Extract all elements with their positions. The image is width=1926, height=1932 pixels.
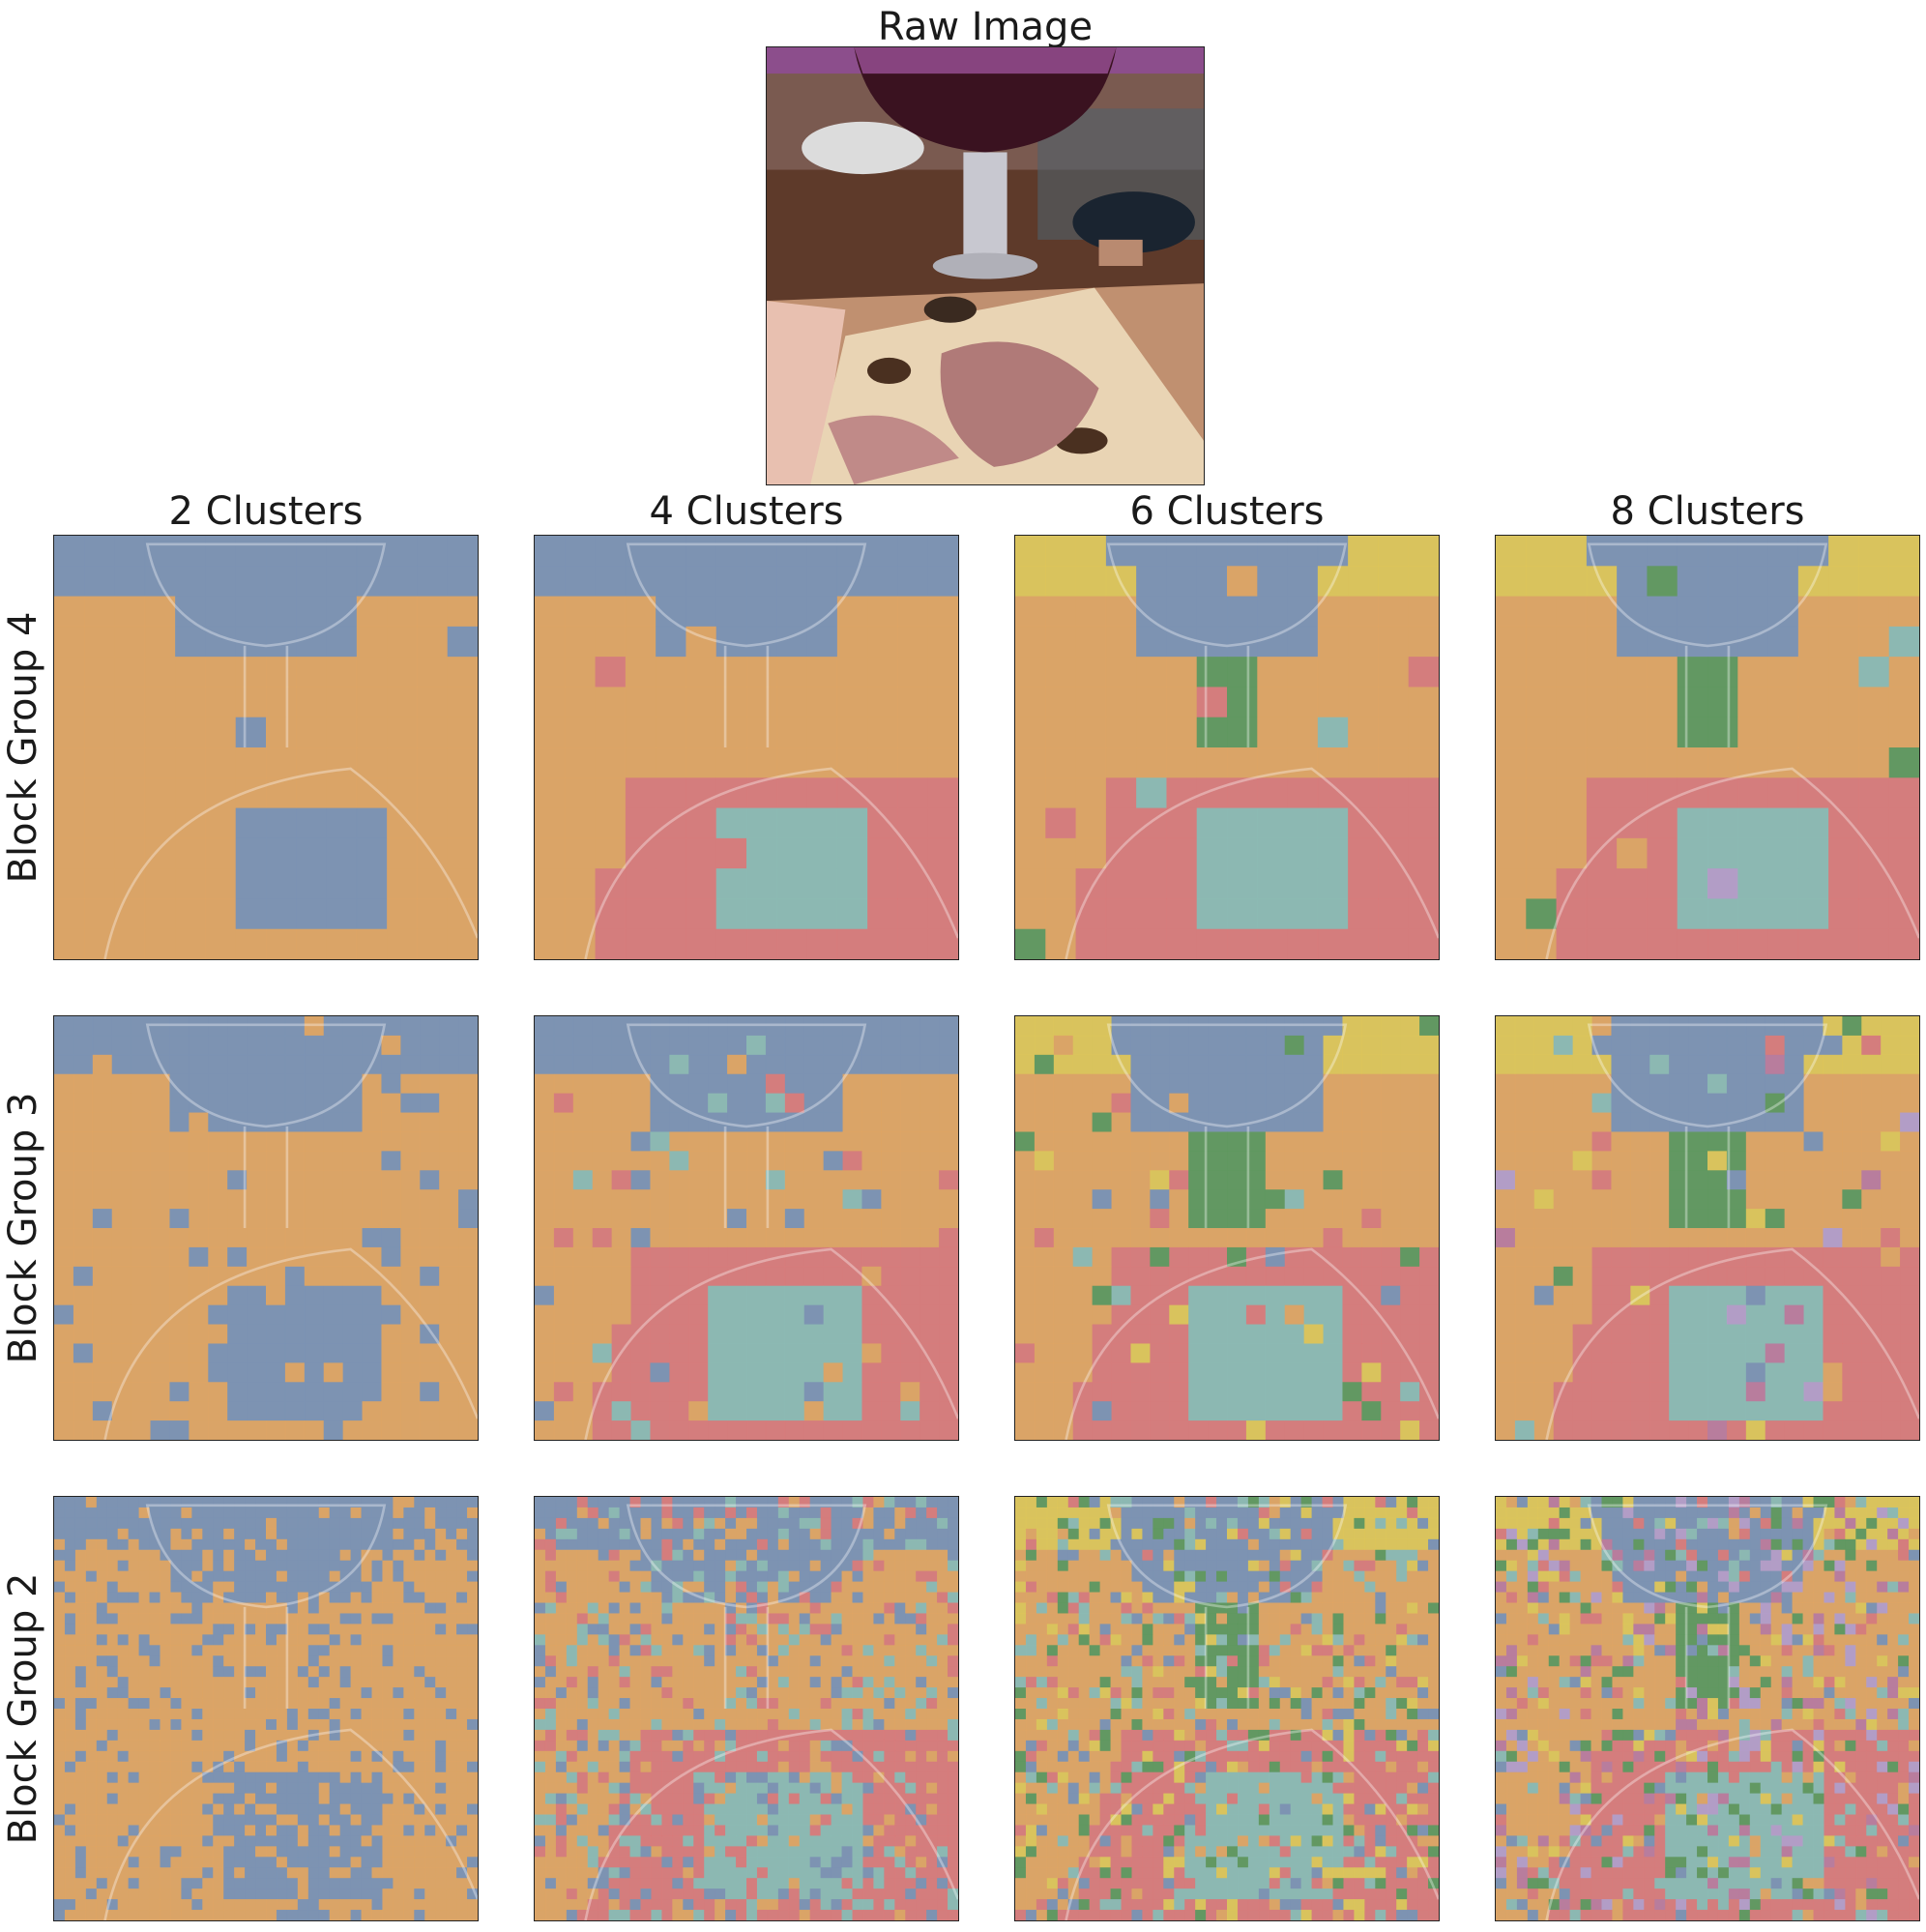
cluster-panel [1495, 1496, 1920, 1921]
cluster-panel [1495, 535, 1920, 960]
cluster-overlay [1015, 536, 1439, 959]
row-label-block-group-2: Block Group 2 [1, 1572, 45, 1845]
column-title-6-clusters: 6 Clusters [1129, 489, 1325, 534]
row-label-block-group-4: Block Group 4 [1, 611, 45, 884]
raw-image [767, 47, 1204, 484]
cluster-overlay [1015, 1016, 1439, 1440]
cluster-panel [1014, 1496, 1440, 1921]
cluster-panel [53, 1015, 479, 1441]
raw-image-title: Raw Image [877, 5, 1094, 49]
cluster-panel [534, 535, 959, 960]
cluster-overlay [54, 536, 478, 959]
column-title-2-clusters: 2 Clusters [168, 489, 364, 534]
cluster-overlay [1015, 1497, 1439, 1920]
cluster-overlay [535, 1497, 958, 1920]
cluster-overlay [54, 1497, 478, 1920]
cluster-panel [534, 1015, 959, 1441]
cluster-overlay [535, 536, 958, 959]
cluster-overlay [1496, 536, 1919, 959]
cluster-overlay [1496, 1016, 1919, 1440]
cluster-panel [53, 535, 479, 960]
column-title-8-clusters: 8 Clusters [1610, 489, 1805, 534]
cluster-overlay [535, 1016, 958, 1440]
column-title-4-clusters: 4 Clusters [649, 489, 844, 534]
cluster-overlay [1496, 1497, 1919, 1920]
cluster-panel [534, 1496, 959, 1921]
raw-image-panel [766, 46, 1205, 485]
cluster-overlay [54, 1016, 478, 1440]
cluster-panel [53, 1496, 479, 1921]
row-label-block-group-3: Block Group 3 [1, 1092, 45, 1364]
cluster-panel [1014, 1015, 1440, 1441]
cluster-panel [1014, 535, 1440, 960]
cluster-panel [1495, 1015, 1920, 1441]
